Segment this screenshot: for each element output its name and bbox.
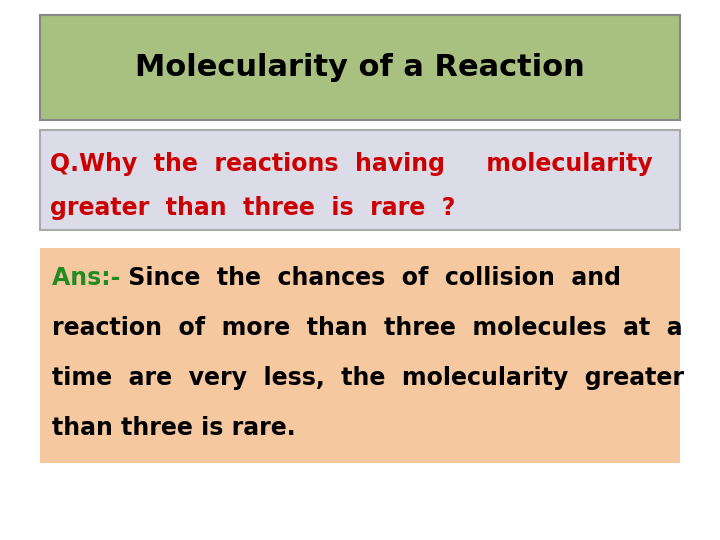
Bar bbox=[40, 248, 680, 463]
Text: Since  the  chances  of  collision  and: Since the chances of collision and bbox=[120, 266, 621, 290]
Text: Ans:-: Ans:- bbox=[52, 266, 129, 290]
Text: than three is rare.: than three is rare. bbox=[52, 416, 296, 440]
Text: Q.Why  the  reactions  having     molecularity: Q.Why the reactions having molecularity bbox=[50, 152, 652, 176]
Text: greater  than  three  is  rare  ?: greater than three is rare ? bbox=[50, 196, 455, 220]
Bar bbox=[40, 15, 680, 120]
Bar bbox=[40, 130, 680, 230]
Text: reaction  of  more  than  three  molecules  at  a: reaction of more than three molecules at… bbox=[52, 316, 683, 340]
Text: time  are  very  less,  the  molecularity  greater: time are very less, the molecularity gre… bbox=[52, 366, 684, 390]
Text: Molecularity of a Reaction: Molecularity of a Reaction bbox=[135, 53, 585, 82]
